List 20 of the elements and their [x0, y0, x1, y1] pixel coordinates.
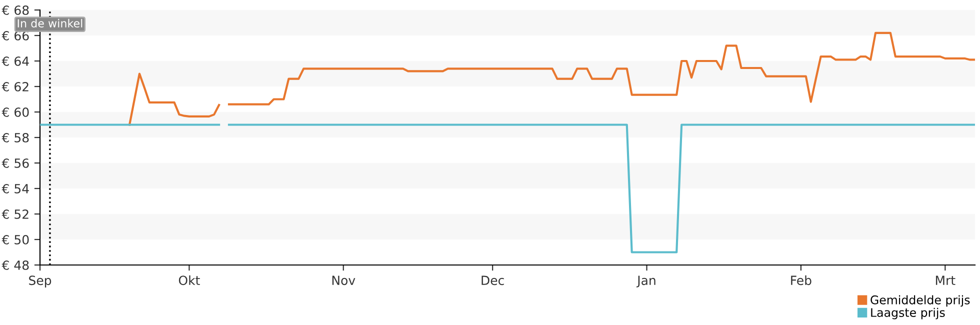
legend-label: Laagste prijs: [871, 308, 945, 320]
y-tick-label: € 48: [2, 260, 29, 270]
y-tick-label: € 52: [2, 209, 28, 219]
x-tick-label: Jan: [636, 276, 656, 288]
y-tick-label: € 56: [2, 158, 29, 168]
y-tick-label: € 54: [2, 184, 29, 194]
y-tick-label: € 60: [2, 107, 29, 117]
x-tick-label: Mrt: [936, 276, 956, 285]
x-tick-label: Sep: [29, 276, 52, 288]
y-tick-label: € 50: [2, 234, 29, 244]
y-tick-label: € 64: [2, 56, 29, 66]
x-tick-label: Dec: [482, 276, 504, 286]
x-tick-label: Okt: [178, 275, 200, 286]
annotation: In de winkel: [18, 18, 82, 28]
y-tick-label: € 62: [2, 82, 28, 92]
x-tick-label: Nov: [332, 276, 356, 286]
y-tick-label: € 68: [2, 5, 29, 15]
legend-label: Gemiddelde prijs: [870, 295, 970, 307]
y-tick-label: € 58: [2, 132, 29, 142]
x-tick-label: Feb: [791, 275, 812, 286]
